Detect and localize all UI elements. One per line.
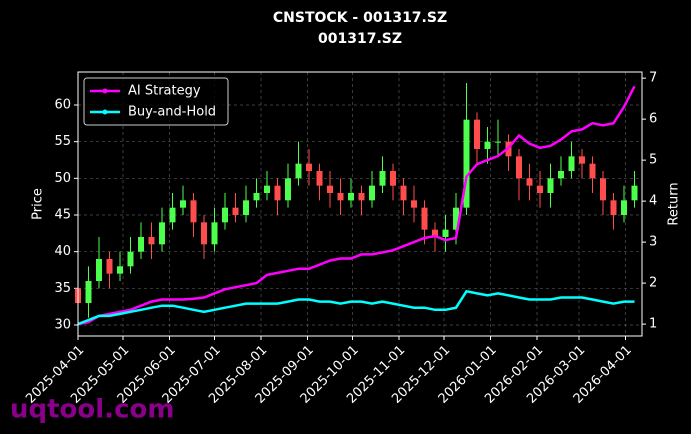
- candle-body: [264, 185, 270, 193]
- candle-body: [327, 185, 333, 193]
- candle-body: [295, 163, 302, 179]
- legend-label: Buy-and-Hold: [128, 105, 216, 120]
- candle-body: [610, 200, 617, 215]
- candle-body: [159, 222, 165, 245]
- candle-body: [516, 156, 522, 179]
- y2-tick-label: 7: [649, 71, 657, 86]
- candle-body: [369, 185, 375, 201]
- candle-body: [190, 200, 197, 223]
- candle-body: [222, 207, 228, 223]
- candle-body: [453, 207, 459, 230]
- plot-border: [77, 71, 643, 337]
- candle-body: [274, 185, 281, 201]
- candle-body: [421, 207, 428, 230]
- y2-tick-label: 5: [649, 153, 657, 168]
- series-line: [77, 289, 635, 326]
- candle-body: [306, 163, 312, 171]
- candle-body: [579, 156, 585, 164]
- candle-body: [243, 200, 249, 215]
- candle-body: [463, 119, 470, 208]
- y-tick-label: 45: [54, 208, 71, 223]
- candle-body: [442, 229, 449, 237]
- y-tick-label: 50: [54, 171, 71, 186]
- candle-body: [484, 141, 491, 149]
- candle-body: [474, 119, 480, 149]
- candle-body: [138, 237, 144, 252]
- candle-body: [85, 281, 92, 303]
- candle-body: [148, 237, 155, 245]
- candle-body: [253, 193, 260, 201]
- y2-tick-label: 2: [649, 276, 657, 291]
- series-line: [77, 85, 636, 326]
- candle-body: [358, 193, 365, 201]
- y2-tick-label: 6: [649, 112, 657, 127]
- candle-body: [348, 193, 354, 201]
- candle-body: [526, 178, 533, 186]
- candle-body: [232, 207, 239, 215]
- candle-body: [285, 178, 291, 201]
- candle-body: [379, 171, 386, 186]
- candle-body: [117, 266, 123, 274]
- legend-marker: [102, 109, 108, 115]
- candle-body: [558, 171, 564, 179]
- y-tick-label: 60: [54, 98, 71, 113]
- legend-marker: [102, 88, 108, 94]
- y-axis-label: Price: [31, 188, 46, 220]
- candle-body: [411, 200, 417, 208]
- candle-body: [96, 259, 102, 281]
- chart-title: CNSTOCK - 001317.SZ: [273, 10, 447, 26]
- candle-body: [211, 222, 218, 245]
- candle-body: [337, 193, 344, 201]
- candle-body: [568, 156, 575, 171]
- candle-body: [495, 141, 501, 143]
- candle-body: [180, 200, 186, 208]
- y-tick-label: 35: [54, 281, 71, 296]
- y-tick-label: 30: [54, 318, 71, 333]
- y-tick-label: 40: [54, 244, 71, 259]
- watermark: uqtool.com: [10, 395, 174, 425]
- y-tick-label: 55: [54, 134, 71, 149]
- legend-label: AI Strategy: [128, 84, 201, 99]
- y2-tick-label: 3: [649, 235, 657, 250]
- candle-body: [600, 178, 606, 201]
- candle-body: [106, 259, 113, 274]
- candle-body: [547, 178, 554, 193]
- candle-body: [537, 185, 543, 193]
- candle-body: [631, 185, 638, 201]
- candle-body: [316, 171, 323, 186]
- candle-body: [201, 222, 207, 245]
- candle-body: [621, 200, 627, 215]
- y2-axis-label: Return: [667, 182, 682, 225]
- candle-body: [127, 251, 134, 267]
- chart-subtitle: 001317.SZ: [318, 31, 402, 47]
- candle-body: [390, 171, 396, 186]
- y2-tick-label: 4: [649, 194, 657, 209]
- candle-body: [589, 163, 596, 179]
- candle-body: [432, 229, 438, 237]
- candle-body: [400, 185, 407, 201]
- candle-body: [169, 207, 176, 223]
- y2-tick-label: 1: [649, 317, 657, 332]
